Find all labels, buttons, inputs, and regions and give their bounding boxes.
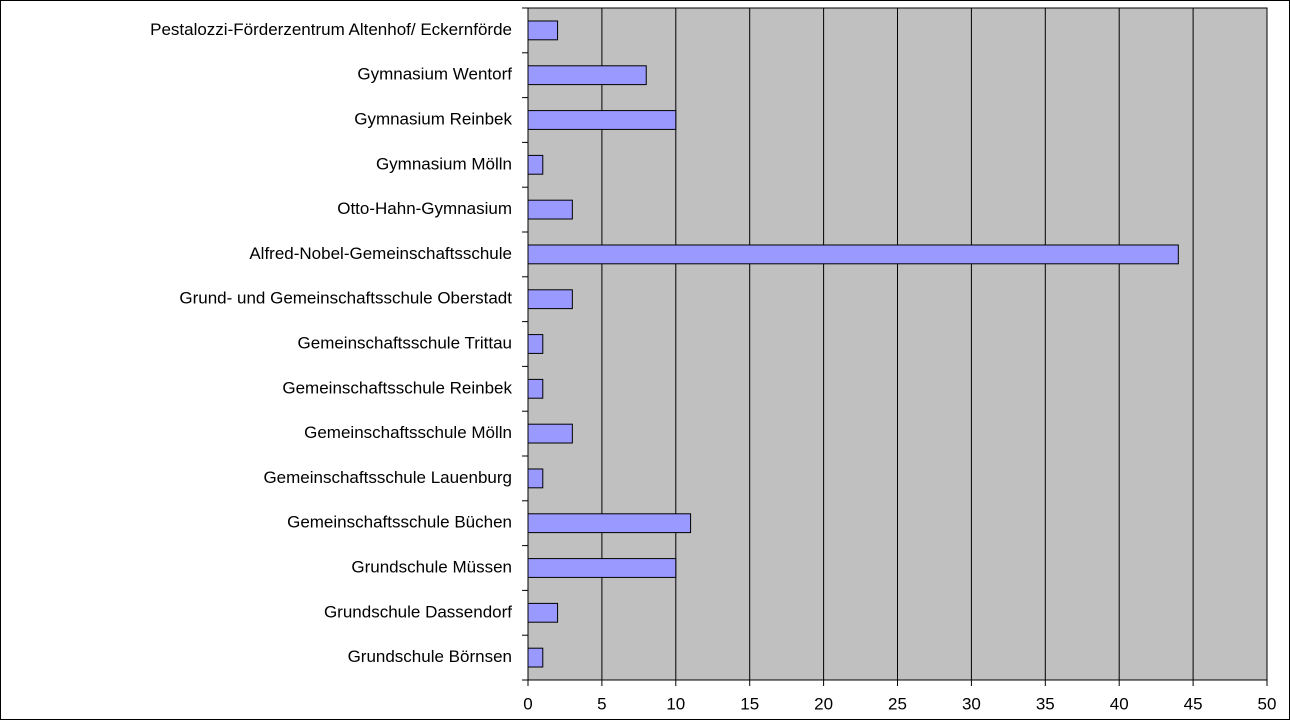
y-tick-label: Grund- und Gemeinschaftsschule Oberstadt [179,289,512,308]
bar [527,558,677,578]
y-tick-label: Alfred-Nobel-Gemeinschaftsschule [249,244,512,263]
bar [527,199,573,220]
bar [527,110,677,130]
bar [527,468,544,489]
x-tick-label: 30 [962,694,981,713]
y-tick-label: Gemeinschaftsschule Reinbek [282,378,512,397]
y-tick-label: Otto-Hahn-Gymnasium [337,199,512,218]
x-tick-label: 20 [814,694,833,713]
y-tick-label: Grundschule Müssen [351,557,512,576]
bar [527,602,559,623]
y-tick-label: Gemeinschaftsschule Lauenburg [263,468,512,487]
bar [527,65,647,86]
x-tick-label: 10 [666,694,685,713]
y-tick-label: Gymnasium Wentorf [357,65,512,84]
x-tick-label: 50 [1258,694,1277,713]
bar [527,423,573,444]
bar [527,647,544,668]
x-tick-label: 15 [740,694,759,713]
y-tick-label: Grundschule Börnsen [348,647,512,666]
x-tick-label: 35 [1036,694,1055,713]
x-tick-label: 40 [1110,694,1129,713]
y-tick-label: Pestalozzi-Förderzentrum Altenhof/ Ecker… [150,20,512,39]
y-tick-label: Gymnasium Reinbek [354,109,512,128]
y-tick-label: Gemeinschaftsschule Mölln [304,423,512,442]
x-tick-label: 0 [523,694,532,713]
bar [527,289,573,310]
bar [527,378,544,399]
x-tick-label: 45 [1184,694,1203,713]
bar [527,20,559,41]
y-tick-label: Grundschule Dassendorf [324,602,512,621]
y-tick-label: Gymnasium Mölln [376,154,512,173]
x-tick-label: 5 [597,694,606,713]
bar [527,154,544,175]
bar [527,334,544,354]
y-tick-label: Gemeinschaftsschule Büchen [287,513,512,532]
y-tick-label: Gemeinschaftsschule Trittau [298,333,512,352]
x-tick-label: 25 [888,694,907,713]
bar [527,244,1179,265]
bar [527,513,692,534]
